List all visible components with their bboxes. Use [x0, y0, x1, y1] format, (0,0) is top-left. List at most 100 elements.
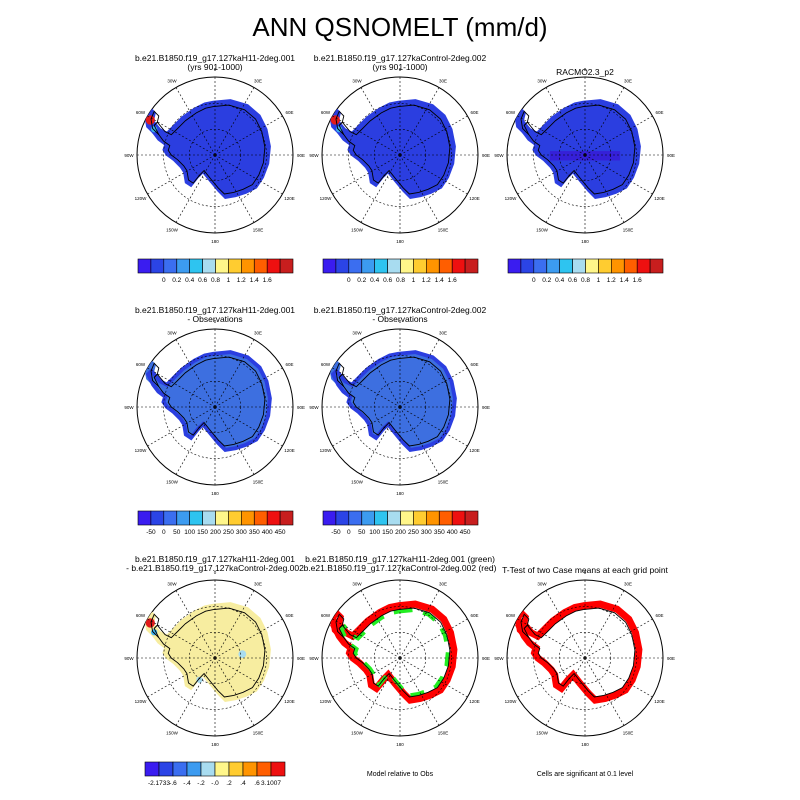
significant-cells-band	[515, 600, 643, 704]
colorbar-tick-label: 450	[275, 529, 286, 536]
colorbar-tick-label: -.2	[197, 780, 205, 787]
longitude-label: 30E	[439, 331, 447, 336]
longitude-label: 30E	[624, 582, 632, 587]
longitude-label: 90E	[297, 153, 305, 158]
colorbar-box	[254, 258, 268, 274]
latitude-circle	[533, 606, 637, 710]
colorbar-tick-label: 0	[347, 529, 351, 536]
meridian-line	[584, 154, 625, 223]
colorbar-box	[520, 258, 535, 274]
colorbar-tick-label: 1.2	[607, 277, 616, 284]
longitude-label: 90E	[297, 405, 305, 410]
colorbar-box	[266, 510, 281, 526]
meridian-line	[545, 87, 586, 156]
colorbar-box	[270, 761, 286, 777]
map-interior	[137, 329, 293, 485]
colorbar-tick-label: 1	[597, 277, 601, 284]
meridian-line	[332, 115, 401, 156]
colorbar-box	[598, 258, 612, 274]
meridian-line	[214, 115, 283, 156]
longitude-label: 60W	[506, 613, 516, 618]
longitude-label: 60E	[470, 110, 478, 115]
meridian-line	[147, 154, 216, 195]
meridian-line	[399, 115, 468, 156]
meridian-line	[214, 367, 283, 408]
colorbar-tick-label: 100	[369, 529, 380, 536]
longitude-label: 90W	[494, 153, 504, 158]
colorbar-box	[348, 510, 362, 526]
colorbar-box	[322, 258, 337, 274]
colorbar-box	[451, 258, 466, 274]
meridian-line	[175, 406, 216, 475]
longitude-label: 120E	[654, 196, 665, 201]
meridian-line	[214, 87, 255, 156]
colorbar-box	[242, 761, 258, 777]
longitude-label: 30W	[167, 582, 177, 587]
colorbar-box	[241, 258, 255, 274]
longitude-label: 60E	[285, 110, 293, 115]
colorbar-box	[438, 258, 453, 274]
colorbar-box	[150, 258, 165, 274]
ice-sheet-fill	[146, 99, 271, 199]
colorbar-tick-label: 0.2	[357, 277, 366, 284]
longitude-label: 180	[396, 742, 404, 747]
colorbar-box	[163, 510, 178, 526]
meridian-line	[399, 367, 468, 408]
panel-title-text: b.e21.B1850.f19_g17.127kaControl-2deg.00…	[313, 305, 487, 324]
longitude-label: 150W	[166, 731, 179, 736]
panel-title-1: b.e21.B1850.f19_g17.127kaH11-2deg.001 (y…	[95, 54, 335, 72]
meridian-line	[147, 657, 216, 698]
latitude-circle	[348, 606, 452, 710]
colorbar-tick-label: 1.6	[263, 277, 272, 284]
ice-edge-band	[145, 350, 272, 452]
longitude-label: 90E	[667, 153, 675, 158]
panel-title-text: b.e21.B1850.f19_g17.127kaH11-2deg.001 - …	[134, 305, 296, 324]
longitude-label: 150W	[166, 228, 179, 233]
colorbar-tick-label: 350	[434, 529, 445, 536]
meridian-line	[399, 618, 468, 659]
colorbar-box	[348, 258, 362, 274]
meridian-line	[175, 339, 216, 408]
longitude-label: 60E	[470, 362, 478, 367]
polar-map-3: 0 30E 60E 90E 120E 150E 180 150W 120W 90W 60W 30W	[494, 67, 675, 244]
longitude-label: 120E	[654, 699, 665, 704]
colorbar-box	[464, 258, 479, 274]
meridian-line	[214, 406, 255, 475]
longitude-label: 60W	[321, 613, 331, 618]
polar-map-4: 0 30E 60E 90E 120E 150E 180 150W 120W 90W 60W 30W	[124, 319, 305, 496]
panel-title-text: RACMO2.3_p2	[556, 67, 614, 77]
colorbar-box	[163, 258, 178, 274]
colorbar-box	[335, 510, 350, 526]
peninsula-coastline	[150, 362, 160, 388]
colorbar-tick-label: 1.2	[237, 277, 246, 284]
meridian-line	[399, 87, 440, 156]
meridian-line	[399, 154, 468, 195]
meridian-line	[214, 339, 255, 408]
colorbar-panel-6: -2.1733 -.6 -.4 -.2 -.0 .2 .4 .6 3.1007	[144, 761, 286, 787]
meridian-line	[214, 657, 255, 726]
longitude-label: 60E	[285, 362, 293, 367]
colorbar-box	[322, 510, 337, 526]
longitude-label: 30E	[439, 582, 447, 587]
colorbar-tick-label: 100	[184, 529, 195, 536]
colorbar-box	[137, 258, 152, 274]
meridian-line	[332, 367, 401, 408]
small-negative-area	[196, 676, 203, 683]
longitude-label: 180	[211, 491, 219, 496]
colorbar-tick-label: 200	[210, 529, 221, 536]
colorbar-box	[189, 258, 203, 274]
panel-title-text: b.e21.B1850.f19_g17.127kaH11-2deg.001 (y…	[134, 53, 296, 72]
meridian-line	[399, 154, 440, 223]
peninsula-coastline	[520, 613, 530, 639]
colorbar-box	[387, 258, 401, 274]
polar-map-8: 0 30E 60E 90E 120E 150E 180 150W 120W 90W 60W 30W	[494, 570, 675, 747]
longitude-label: 30E	[439, 79, 447, 84]
colorbar-tick-label: 0.6	[383, 277, 392, 284]
compare-note: Model relative to Obs	[366, 771, 434, 778]
colorbar-tick-label: 200	[395, 529, 406, 536]
meridian-line	[360, 590, 401, 659]
significant-cells-band	[330, 600, 458, 704]
colorbar-tick-label: .4	[240, 780, 246, 787]
longitude-label: 60E	[655, 613, 663, 618]
longitude-label: 90E	[482, 153, 490, 158]
